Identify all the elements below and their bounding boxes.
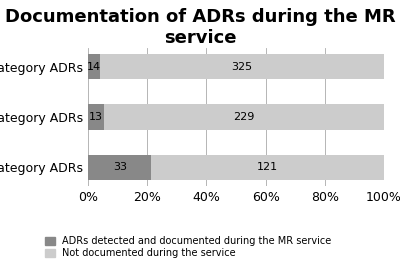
Bar [152,155,384,180]
Legend: ADRs detected and documented during the MR service, Not documented during the se: ADRs detected and documented during the … [45,236,332,259]
Bar [104,105,384,130]
Bar [88,155,152,180]
Text: 121: 121 [257,162,278,172]
Bar [88,105,104,130]
Bar [88,54,100,79]
Bar [100,54,384,79]
Text: Documentation of ADRs during the MR
service: Documentation of ADRs during the MR serv… [5,8,395,47]
Text: 325: 325 [232,62,253,72]
Text: 14: 14 [87,62,101,72]
Text: 229: 229 [233,112,255,122]
Text: 13: 13 [89,112,103,122]
Text: 33: 33 [113,162,127,172]
